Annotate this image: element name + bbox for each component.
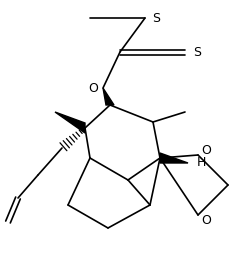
Text: O: O bbox=[88, 81, 98, 95]
Text: O: O bbox=[201, 143, 211, 157]
Polygon shape bbox=[160, 153, 188, 163]
Polygon shape bbox=[103, 88, 114, 105]
Polygon shape bbox=[55, 112, 85, 133]
Text: O: O bbox=[201, 214, 211, 226]
Text: H: H bbox=[197, 155, 206, 169]
Text: S: S bbox=[152, 12, 160, 24]
Text: S: S bbox=[193, 45, 201, 59]
